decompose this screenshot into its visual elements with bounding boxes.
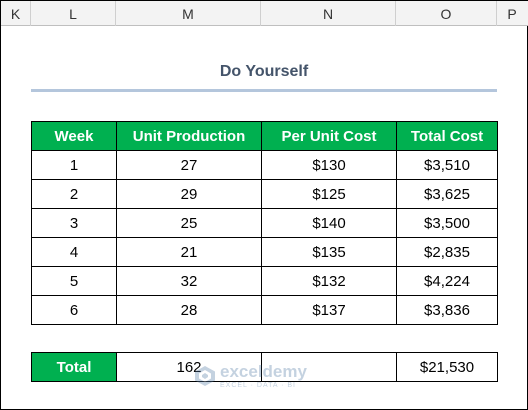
title-underline xyxy=(31,89,497,92)
header-unit-production[interactable]: Unit Production xyxy=(116,121,262,151)
cell-per-unit-cost[interactable]: $140 xyxy=(261,208,397,238)
cell-total-cost[interactable]: $3,836 xyxy=(396,295,498,325)
cell-unit-production[interactable]: 27 xyxy=(116,150,262,180)
cell-unit-production[interactable]: 25 xyxy=(116,208,262,238)
column-header-p[interactable]: P xyxy=(507,5,517,22)
cell-per-unit-cost[interactable]: $137 xyxy=(261,295,397,325)
total-table: Total 162 $21,530 xyxy=(31,352,498,382)
cell-total-cost[interactable]: $3,625 xyxy=(396,179,498,209)
cell-unit-production[interactable]: 28 xyxy=(116,295,262,325)
cell-week[interactable]: 3 xyxy=(31,208,117,238)
watermark-name: exceldemy xyxy=(220,362,307,381)
cell-total-cost[interactable]: $4,224 xyxy=(396,266,498,296)
cell-week[interactable]: 6 xyxy=(31,295,117,325)
header-week[interactable]: Week xyxy=(31,121,117,151)
exceldemy-logo-icon xyxy=(195,366,215,386)
total-label[interactable]: Total xyxy=(31,352,117,382)
column-header-l[interactable]: L xyxy=(31,1,116,26)
cell-per-unit-cost[interactable]: $130 xyxy=(261,150,397,180)
cell-week[interactable]: 1 xyxy=(31,150,117,180)
exceldemy-watermark: exceldemy EXCEL · DATA · BI xyxy=(194,363,307,389)
cell-week[interactable]: 5 xyxy=(31,266,117,296)
table-row: 6 28 $137 $3,836 xyxy=(31,295,498,325)
table-row: 2 29 $125 $3,625 xyxy=(31,179,498,209)
table-row: 4 21 $135 $2,835 xyxy=(31,237,498,267)
total-cost-value[interactable]: $21,530 xyxy=(396,352,498,382)
total-row: Total 162 $21,530 xyxy=(31,352,498,382)
column-header-o[interactable]: O xyxy=(396,1,497,26)
cell-per-unit-cost[interactable]: $132 xyxy=(261,266,397,296)
table-row: 1 27 $130 $3,510 xyxy=(31,150,498,180)
cell-total-cost[interactable]: $3,510 xyxy=(396,150,498,180)
table-row: 5 32 $132 $4,224 xyxy=(31,266,498,296)
cell-per-unit-cost[interactable]: $125 xyxy=(261,179,397,209)
cost-table: Week Unit Production Per Unit Cost Total… xyxy=(31,121,498,325)
cell-unit-production[interactable]: 29 xyxy=(116,179,262,209)
cell-week[interactable]: 2 xyxy=(31,179,117,209)
table-header-row: Week Unit Production Per Unit Cost Total… xyxy=(31,121,498,151)
cell-total-cost[interactable]: $2,835 xyxy=(396,237,498,267)
column-header-row: K L M N O P xyxy=(1,1,528,26)
table-row: 3 25 $140 $3,500 xyxy=(31,208,498,238)
watermark-tagline: EXCEL · DATA · BI xyxy=(220,382,296,389)
column-header-n[interactable]: N xyxy=(261,1,396,26)
cell-unit-production[interactable]: 32 xyxy=(116,266,262,296)
cell-per-unit-cost[interactable]: $135 xyxy=(261,237,397,267)
column-header-m[interactable]: M xyxy=(116,1,261,26)
total-per-unit-cost[interactable] xyxy=(261,352,397,382)
header-total-cost[interactable]: Total Cost xyxy=(396,121,498,151)
cell-total-cost[interactable]: $3,500 xyxy=(396,208,498,238)
column-header-k[interactable]: K xyxy=(1,1,31,26)
total-unit-production[interactable]: 162 xyxy=(116,352,262,382)
cell-unit-production[interactable]: 21 xyxy=(116,237,262,267)
header-per-unit-cost[interactable]: Per Unit Cost xyxy=(261,121,397,151)
cell-week[interactable]: 4 xyxy=(31,237,117,267)
sheet-title[interactable]: Do Yourself xyxy=(219,63,309,80)
